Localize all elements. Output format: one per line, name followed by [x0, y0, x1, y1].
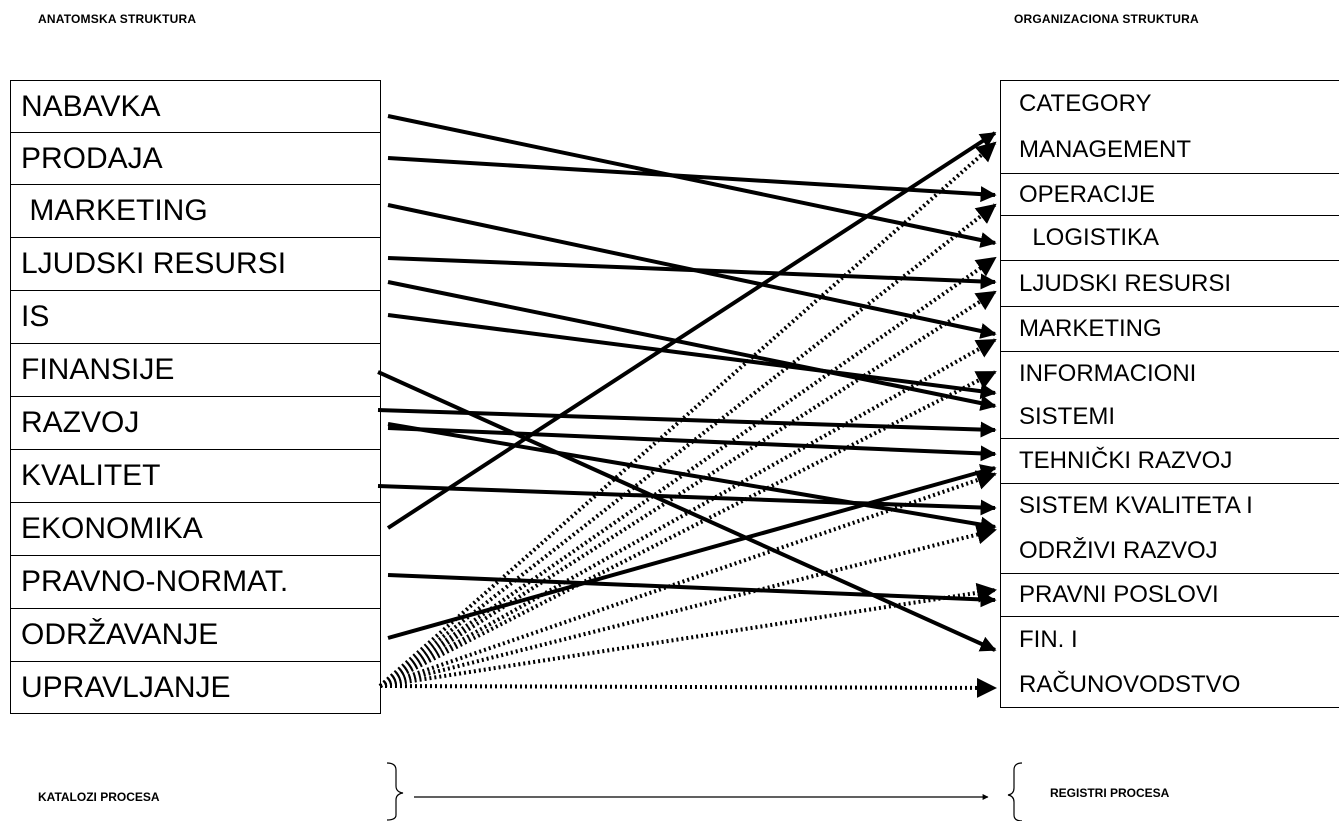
dotted-arrow: [379, 470, 997, 688]
right-item-line: SISTEM KVALITETA I: [1019, 492, 1253, 520]
dotted-arrow: [378, 141, 997, 688]
registri-label: REGISTRI PROCESA: [1050, 786, 1170, 800]
right-item-line: CATEGORY: [1019, 90, 1152, 117]
right-item-line: INFORMACIONI: [1019, 359, 1197, 387]
right-item: TEHNIČKI RAZVOJ: [1001, 439, 1339, 484]
solid-arrows: [377, 114, 997, 652]
arrow-prodaja-operacije: [387, 156, 997, 203]
right-item: LJUDSKI RESURSI: [1001, 261, 1339, 307]
right-item-line: LOGISTIKA: [1019, 224, 1160, 251]
left-item: EKONOMIKA: [11, 503, 380, 556]
right-item: INFORMACIONI SISTEMI: [1001, 352, 1339, 439]
dotted-arrow: [378, 203, 997, 688]
arrow-razvoj-odrzivi: [387, 422, 997, 533]
anatomska-list: NABAVKA PRODAJA MARKETING LJUDSKI RESURS…: [10, 80, 381, 714]
right-item-line: SISTEMI: [1019, 402, 1116, 430]
right-item: FIN. I RAČUNOVODSTVO: [1001, 617, 1339, 707]
right-item: PRAVNI POSLOVI: [1001, 574, 1339, 617]
left-item: FINANSIJE: [11, 344, 380, 397]
arrow-razvoj-is: [377, 408, 997, 438]
right-item-line: FIN. I: [1019, 625, 1078, 653]
dotted-arrow: [378, 290, 997, 688]
right-item-line: MARKETING: [1019, 315, 1162, 342]
dotted-arrow: [379, 582, 997, 688]
right-brace: [386, 762, 404, 821]
left-item: RAZVOJ: [11, 397, 380, 450]
left-item: PRODAJA: [11, 133, 380, 185]
right-item: SISTEM KVALITETA I ODRŽIVI RAZVOJ: [1001, 484, 1339, 574]
dotted-arrow: [379, 524, 997, 688]
right-item: MARKETING: [1001, 307, 1339, 352]
right-item: CATEGORY MANAGEMENT: [1001, 81, 1339, 174]
right-item-line: MANAGEMENT: [1019, 136, 1192, 163]
dotted-arrow: [379, 677, 997, 698]
arrow-ljudski-is: [387, 280, 997, 411]
left-item: UPRAVLJANJE: [21, 670, 231, 704]
left-brace: [1007, 762, 1023, 821]
left-item: MARKETING: [11, 185, 380, 238]
right-item-line: PRAVNI POSLOVI: [1019, 581, 1219, 608]
arrow-pravno-pravni: [387, 573, 997, 608]
left-item: ODRŽAVANJE: [11, 609, 380, 662]
dotted-arrows: [378, 141, 997, 698]
right-item: OPERACIJE: [1001, 174, 1339, 216]
arrow-ekonomika-category: [386, 131, 997, 530]
right-item-line: RAČUNOVODSTVO: [1019, 670, 1241, 698]
footer-connector: [386, 762, 1023, 821]
left-item: LJUDSKI RESURSI: [11, 238, 380, 291]
left-item: PRAVNO-NORMAT.: [11, 556, 380, 609]
anatomska-heading: ANATOMSKA STRUKTURA: [38, 12, 197, 26]
dotted-arrow: [379, 370, 997, 688]
organizaciona-heading: ORGANIZACIONA STRUKTURA: [1014, 12, 1199, 26]
left-item: KVALITET: [11, 450, 380, 503]
organizaciona-list: CATEGORY MANAGEMENT OPERACIJE LOGISTIKA …: [1000, 80, 1339, 708]
arrow-finansije-fin: [377, 370, 997, 652]
right-item-line: OPERACIJE: [1019, 180, 1156, 208]
arrow-ljudski-ljudski: [387, 256, 997, 290]
left-item: IS: [11, 291, 380, 344]
katalozi-label: KATALOZI PROCESA: [38, 790, 160, 804]
right-item-line: ODRŽIVI RAZVOJ: [1019, 536, 1218, 564]
arrow-is-is: [387, 313, 997, 400]
right-item: LOGISTIKA: [1001, 216, 1339, 261]
right-item-line: TEHNIČKI RAZVOJ: [1019, 447, 1233, 474]
arrow-odrzavanje-tehnicki: [387, 464, 997, 640]
arrow-kvalitet-sistem: [377, 484, 997, 516]
right-item-line: LJUDSKI RESURSI: [1019, 269, 1232, 297]
left-item: NABAVKA: [11, 81, 380, 133]
arrow-nabavka-logistika: [387, 114, 997, 248]
